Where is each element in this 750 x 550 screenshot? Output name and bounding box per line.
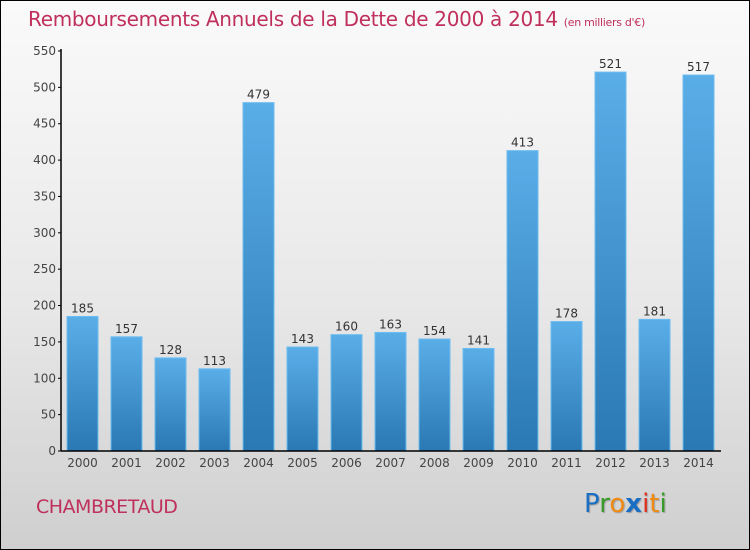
y-tick-label-400: 400 — [33, 153, 56, 167]
bar-2009 — [462, 347, 495, 452]
bar-2013 — [638, 318, 671, 452]
y-tick-label-150: 150 — [33, 335, 56, 349]
bar-2008 — [418, 338, 451, 452]
bar-2002 — [154, 357, 187, 452]
x-tick-label-2009: 2009 — [463, 456, 494, 470]
bar-2012 — [594, 71, 627, 452]
value-label-2003: 113 — [203, 354, 226, 368]
logo-letter: o — [609, 489, 626, 519]
y-tick-label-550: 550 — [33, 44, 56, 58]
commune-name: CHAMBRETAUD — [36, 496, 178, 518]
bar-2001 — [110, 336, 143, 452]
x-tick-label-2007: 2007 — [375, 456, 406, 470]
bar-2007 — [374, 331, 407, 452]
x-axis: 2000 2001 2002 2003 2004 2005 2006 2007 2008 2009… — [61, 450, 721, 470]
y-tick-label-50: 50 — [41, 408, 56, 422]
x-tick-label-2012: 2012 — [595, 456, 626, 470]
y-axis: 0 50 100 150 200 250 300 350 400 450 500 550 — [33, 44, 62, 458]
bar-2003 — [198, 368, 231, 452]
y-tick-label-350: 350 — [33, 189, 56, 203]
logo-letter: P — [584, 489, 600, 519]
value-label-2013: 181 — [643, 304, 666, 318]
bars-group: 185 157 128 113 479 143 160 163 154 141 413 178 521 1… — [66, 57, 715, 452]
bar-2000 — [66, 315, 99, 452]
y-tick-label-450: 450 — [33, 117, 56, 131]
y-tick-label-100: 100 — [33, 371, 56, 385]
x-tick-label-2014: 2014 — [683, 456, 714, 470]
logo-letter: i — [659, 489, 667, 519]
x-tick-label-2002: 2002 — [155, 456, 186, 470]
value-label-2002: 128 — [159, 343, 182, 357]
value-label-2010: 413 — [511, 136, 534, 150]
y-tick-label-500: 500 — [33, 80, 56, 94]
bar-2014 — [682, 74, 715, 452]
value-label-2006: 160 — [335, 320, 358, 334]
logo-letter: t — [649, 489, 660, 519]
y-tick-label-0: 0 — [48, 444, 56, 458]
value-label-2012: 521 — [599, 57, 622, 71]
value-label-2005: 143 — [291, 332, 314, 346]
value-label-2000: 185 — [71, 301, 94, 315]
value-label-2004: 479 — [247, 88, 270, 102]
y-tick-label-200: 200 — [33, 299, 56, 313]
x-tick-label-2004: 2004 — [243, 456, 274, 470]
value-label-2009: 141 — [467, 333, 490, 347]
y-tick-label-250: 250 — [33, 262, 56, 276]
logo-letter: x — [625, 489, 643, 519]
x-tick-label-2001: 2001 — [111, 456, 142, 470]
x-tick-label-2011: 2011 — [551, 456, 582, 470]
value-label-2014: 517 — [687, 60, 710, 74]
value-label-2011: 178 — [555, 307, 578, 321]
x-tick-label-2000: 2000 — [67, 456, 98, 470]
x-tick-label-2008: 2008 — [419, 456, 450, 470]
x-tick-label-2003: 2003 — [199, 456, 230, 470]
y-tick-label-300: 300 — [33, 226, 56, 240]
value-label-2001: 157 — [115, 322, 138, 336]
value-label-2008: 154 — [423, 324, 446, 338]
title-text: Remboursements Annuels de la Dette de 20… — [28, 7, 558, 31]
value-label-2007: 163 — [379, 317, 402, 331]
title-unit: (en milliers d'€) — [563, 16, 645, 29]
x-tick-label-2006: 2006 — [331, 456, 362, 470]
x-tick-label-2005: 2005 — [287, 456, 318, 470]
bar-2010 — [506, 150, 539, 452]
logo-letter: r — [599, 489, 610, 519]
bar-2006 — [330, 334, 363, 452]
proxiti-logo[interactable]: Proxiti — [584, 489, 667, 519]
x-tick-label-2010: 2010 — [507, 456, 538, 470]
x-tick-label-2013: 2013 — [639, 456, 670, 470]
bar-2011 — [550, 321, 583, 452]
bar-2004 — [242, 102, 275, 452]
chart-title: Remboursements Annuels de la Dette de 20… — [28, 7, 645, 31]
bar-2005 — [286, 346, 319, 452]
logo-letter: i — [642, 489, 650, 519]
